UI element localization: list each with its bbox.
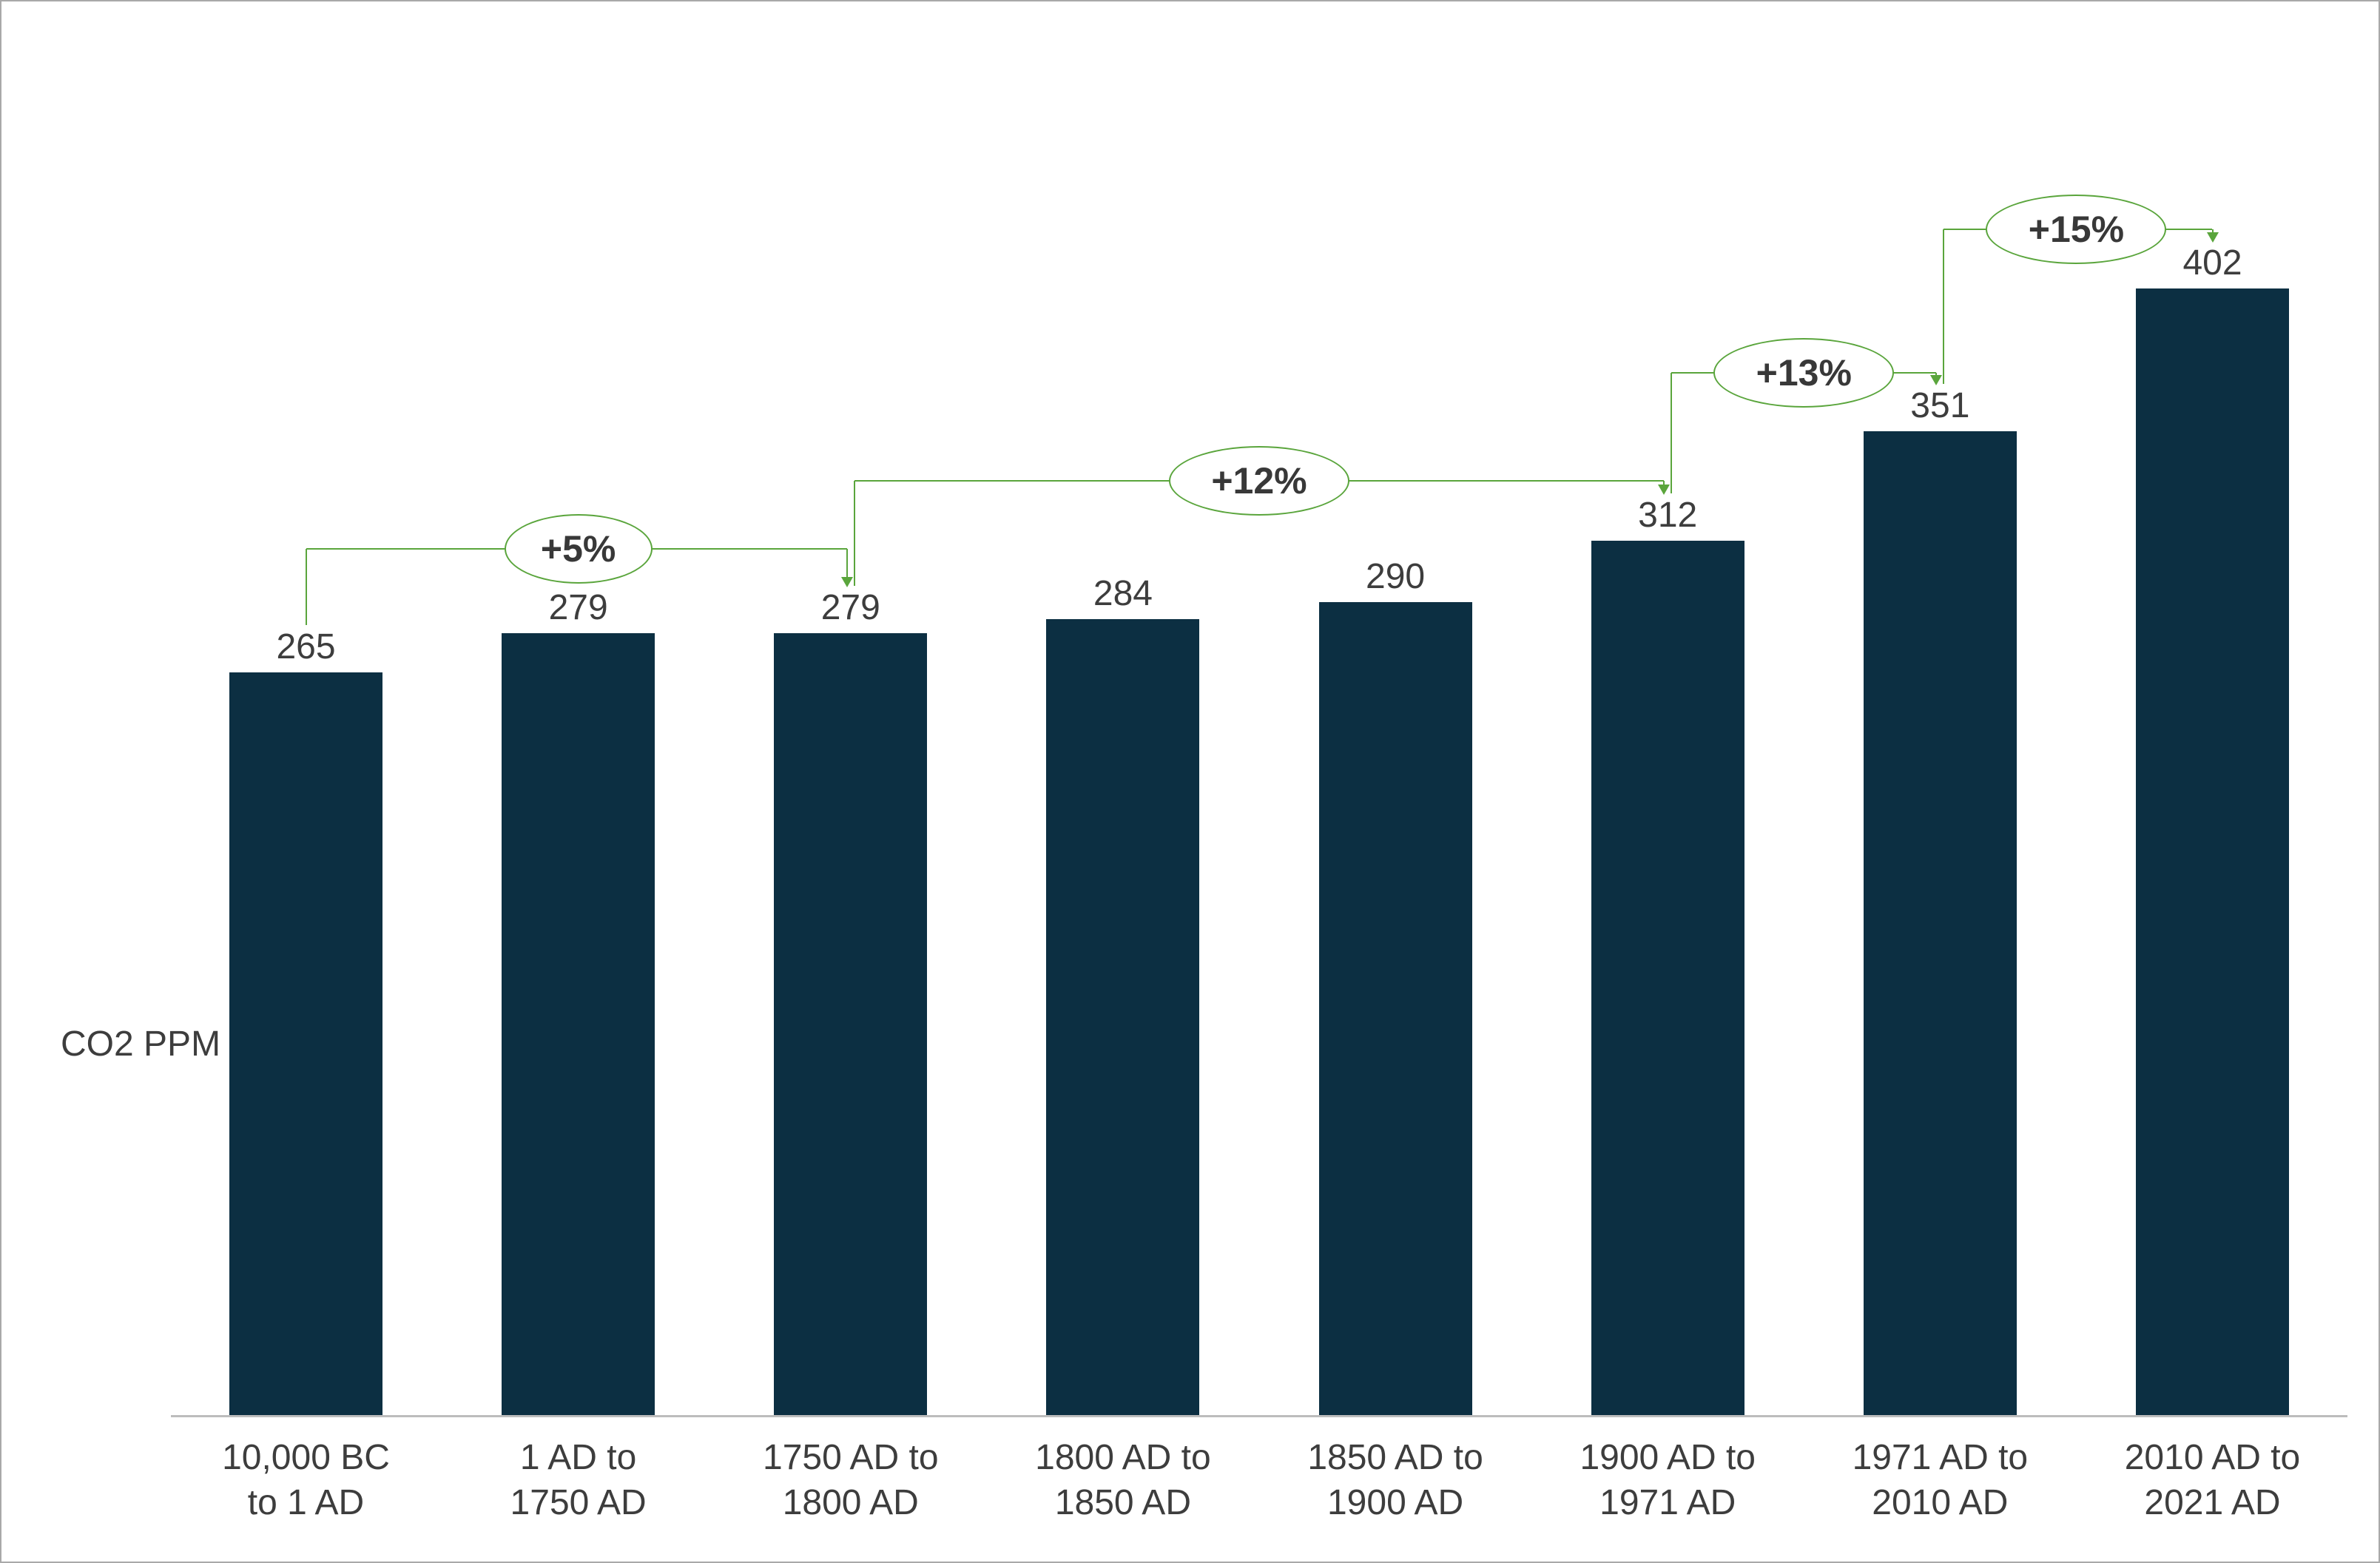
category-label: 2010 AD to 2021 AD	[2076, 1435, 2348, 1525]
category-label-line: 1850 AD to	[1307, 1438, 1483, 1477]
category-label-line: 1 AD to	[519, 1438, 637, 1477]
category-label-line: 1800 AD to	[1035, 1438, 1211, 1477]
bar	[1863, 431, 2017, 1415]
category-label: 1971 AD to 2010 AD	[1804, 1435, 2076, 1525]
category-label: 1900 AD to 1971 AD	[1531, 1435, 1804, 1525]
connector-drop	[1935, 373, 1938, 377]
pct-annotation: +5%	[504, 514, 653, 584]
bar-value-label: 312	[1638, 495, 1698, 535]
bar	[774, 632, 928, 1415]
arrow-down-icon	[1930, 375, 1943, 386]
connector-riser	[1943, 229, 1945, 385]
category-label: 10,000 BC to 1 AD	[169, 1435, 442, 1525]
category-label-line: 1750 AD	[510, 1483, 647, 1522]
bar	[229, 672, 382, 1415]
bar-value-label: 402	[2182, 243, 2242, 283]
category-label-line: 1850 AD	[1054, 1483, 1191, 1522]
bar	[502, 632, 655, 1415]
connector-riser	[853, 481, 855, 586]
bar-value-label: 279	[820, 587, 880, 627]
bar-value-label: 290	[1366, 557, 1426, 597]
bar	[1318, 602, 1472, 1415]
bar	[2136, 288, 2289, 1415]
bar-value-label: 279	[548, 587, 608, 627]
pct-annotation: +13%	[1713, 338, 1895, 408]
connector-riser	[1671, 373, 1673, 493]
category-label-line: 1800 AD	[782, 1483, 919, 1522]
x-axis-line	[171, 1415, 2347, 1417]
category-label-line: to 1 AD	[247, 1483, 365, 1522]
pct-annotation: +12%	[1169, 446, 1349, 516]
category-label-line: 2021 AD	[2144, 1483, 2281, 1522]
bar-value-label: 351	[1910, 386, 1970, 426]
arrow-down-icon	[1658, 484, 1671, 495]
category-label-line: 1750 AD to	[763, 1438, 939, 1477]
arrow-down-icon	[2206, 232, 2219, 243]
category-label: 1750 AD to 1800 AD	[715, 1435, 987, 1525]
category-label-line: 1900 AD to	[1580, 1438, 1756, 1477]
category-label-line: 1971 AD to	[1852, 1438, 2029, 1477]
category-label-line: 10,000 BC	[222, 1438, 390, 1477]
category-label-line: 1971 AD	[1599, 1483, 1736, 1522]
category-label-line: 2010 AD	[1872, 1483, 2009, 1522]
category-label-line: 2010 AD to	[2124, 1438, 2301, 1477]
category-label-line: 1900 AD	[1326, 1483, 1464, 1522]
arrow-down-icon	[840, 576, 853, 587]
pct-annotation: +15%	[1986, 195, 2167, 264]
connector-riser	[305, 549, 307, 626]
connector-drop	[846, 549, 848, 578]
bar	[1591, 540, 1744, 1415]
bar-value-label: 284	[1093, 574, 1153, 614]
category-label: 1850 AD to 1900 AD	[1259, 1435, 1531, 1525]
y-axis-label: CO2 PPM	[61, 1024, 221, 1064]
category-label: 1 AD to 1750 AD	[442, 1435, 715, 1525]
category-label: 1800 AD to 1850 AD	[987, 1435, 1259, 1525]
bar	[1046, 619, 1200, 1415]
connector-drop	[1663, 481, 1665, 485]
connector-drop	[2211, 229, 2214, 233]
bar-value-label: 265	[276, 627, 336, 667]
